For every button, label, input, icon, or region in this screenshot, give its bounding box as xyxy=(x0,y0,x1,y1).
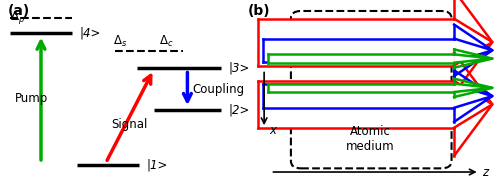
Text: Signal: Signal xyxy=(112,118,148,131)
Text: |4>: |4> xyxy=(80,26,101,40)
Text: $\Delta_c$: $\Delta_c$ xyxy=(158,34,173,49)
Text: |2>: |2> xyxy=(228,103,250,116)
Polygon shape xyxy=(454,54,492,63)
Bar xyxy=(258,81,454,128)
Text: (b): (b) xyxy=(248,4,270,18)
Text: $\Delta_s$: $\Delta_s$ xyxy=(113,34,128,49)
Polygon shape xyxy=(454,39,492,62)
Bar xyxy=(263,39,454,62)
Text: |3>: |3> xyxy=(228,61,250,74)
Text: Coupling: Coupling xyxy=(192,83,244,96)
Text: Pump: Pump xyxy=(14,92,48,105)
Text: $\Delta_p$: $\Delta_p$ xyxy=(10,9,25,26)
Polygon shape xyxy=(454,84,492,108)
Bar xyxy=(268,54,454,63)
Text: |1>: |1> xyxy=(146,158,168,171)
Text: (a): (a) xyxy=(8,4,30,18)
Polygon shape xyxy=(454,19,492,66)
Bar xyxy=(263,84,454,108)
Bar xyxy=(268,84,454,92)
Polygon shape xyxy=(454,81,492,128)
Bar xyxy=(258,19,454,66)
Polygon shape xyxy=(454,84,492,92)
Text: x: x xyxy=(269,124,276,137)
FancyBboxPatch shape xyxy=(291,11,452,168)
Text: Atomic
medium: Atomic medium xyxy=(346,125,395,153)
Text: z: z xyxy=(482,165,488,179)
